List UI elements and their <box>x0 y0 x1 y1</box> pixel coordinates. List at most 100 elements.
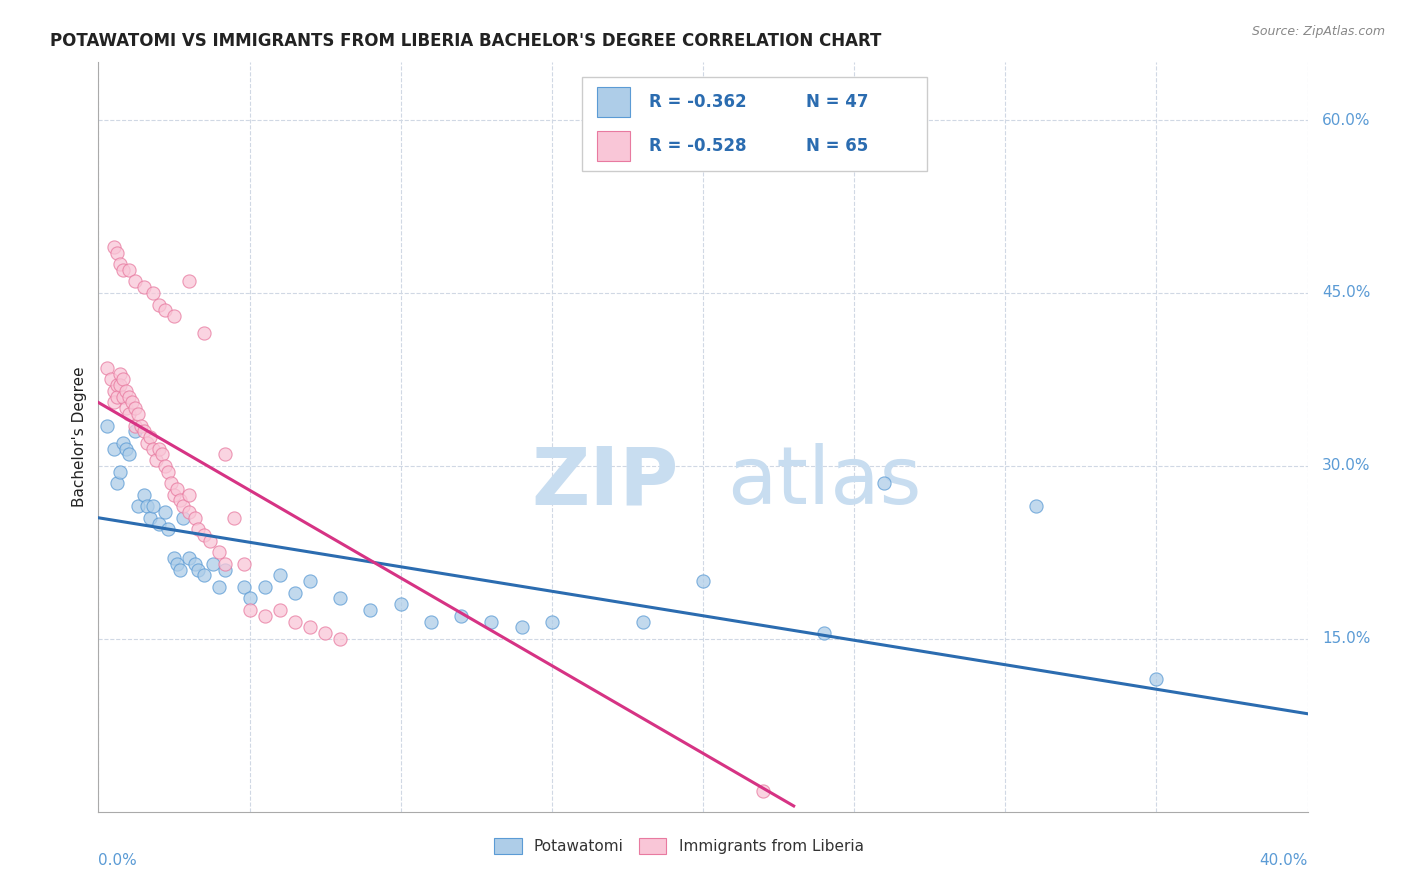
Point <box>145 453 167 467</box>
Text: R = -0.362: R = -0.362 <box>648 93 747 112</box>
Point <box>103 240 125 254</box>
Point <box>114 384 136 398</box>
Point <box>163 309 186 323</box>
Point <box>481 615 503 629</box>
Point <box>160 476 183 491</box>
Point <box>169 493 191 508</box>
Point <box>214 563 236 577</box>
Point <box>214 557 236 571</box>
Point <box>752 784 775 798</box>
Text: 15.0%: 15.0% <box>1322 632 1371 647</box>
Point <box>111 435 134 450</box>
Point <box>214 447 236 461</box>
Point <box>100 372 122 386</box>
Point <box>118 263 141 277</box>
Point <box>103 442 125 456</box>
Point <box>314 626 336 640</box>
Point <box>108 367 131 381</box>
Point <box>148 516 170 531</box>
Point <box>389 597 412 611</box>
Point <box>103 384 125 398</box>
Point <box>179 505 201 519</box>
Point <box>179 551 201 566</box>
Point <box>873 476 896 491</box>
Point <box>163 551 186 566</box>
Point <box>813 626 835 640</box>
Point <box>124 425 146 439</box>
Point <box>111 390 134 404</box>
Point <box>631 615 654 629</box>
Point <box>172 510 194 524</box>
Point <box>450 608 472 623</box>
Point <box>269 568 291 582</box>
Text: 40.0%: 40.0% <box>1260 853 1308 868</box>
Point <box>105 378 128 392</box>
Text: 60.0%: 60.0% <box>1322 112 1371 128</box>
Point <box>1024 500 1046 514</box>
Point <box>108 378 131 392</box>
Point <box>118 407 141 421</box>
Point <box>142 285 165 300</box>
Point <box>114 401 136 416</box>
Point <box>184 510 207 524</box>
Point <box>284 585 307 599</box>
Point <box>156 465 179 479</box>
Point <box>118 390 141 404</box>
Point <box>360 603 382 617</box>
Point <box>108 465 131 479</box>
Point <box>148 442 170 456</box>
Point <box>179 275 201 289</box>
Point <box>166 557 188 571</box>
Point <box>184 557 207 571</box>
Point <box>142 500 165 514</box>
Point <box>299 574 322 589</box>
Point <box>153 458 176 473</box>
Point <box>193 326 215 341</box>
Y-axis label: Bachelor's Degree: Bachelor's Degree <box>72 367 87 508</box>
Point <box>299 620 322 634</box>
Point <box>132 488 155 502</box>
Text: POTAWATOMI VS IMMIGRANTS FROM LIBERIA BACHELOR'S DEGREE CORRELATION CHART: POTAWATOMI VS IMMIGRANTS FROM LIBERIA BA… <box>51 32 882 50</box>
Point <box>253 580 276 594</box>
Text: N = 47: N = 47 <box>806 93 869 112</box>
Point <box>111 263 134 277</box>
Point <box>692 574 714 589</box>
Point <box>1144 672 1167 686</box>
Point <box>150 447 173 461</box>
Point <box>135 435 157 450</box>
Point <box>193 568 215 582</box>
Point <box>96 360 118 375</box>
Point <box>187 522 209 536</box>
Point <box>187 563 209 577</box>
Point <box>124 275 146 289</box>
Point <box>208 545 231 559</box>
Point <box>239 603 262 617</box>
Point <box>239 591 262 606</box>
Text: 0.0%: 0.0% <box>98 853 138 868</box>
Point <box>510 620 533 634</box>
Point <box>284 615 307 629</box>
Text: R = -0.528: R = -0.528 <box>648 136 747 154</box>
Point <box>179 488 201 502</box>
Point <box>124 418 146 433</box>
Point <box>200 533 222 548</box>
Text: ZIP: ZIP <box>531 443 679 521</box>
Point <box>540 615 562 629</box>
Point <box>105 245 128 260</box>
Text: 45.0%: 45.0% <box>1322 285 1371 301</box>
Point <box>232 580 254 594</box>
Point <box>166 482 188 496</box>
Point <box>105 390 128 404</box>
Point <box>127 500 149 514</box>
Point <box>132 425 155 439</box>
Point <box>269 603 291 617</box>
Point <box>121 395 143 409</box>
FancyBboxPatch shape <box>596 130 630 161</box>
Point <box>153 303 176 318</box>
Point <box>193 528 215 542</box>
Point <box>111 372 134 386</box>
Point <box>129 418 152 433</box>
Point <box>148 297 170 311</box>
Text: 30.0%: 30.0% <box>1322 458 1371 474</box>
Point <box>232 557 254 571</box>
